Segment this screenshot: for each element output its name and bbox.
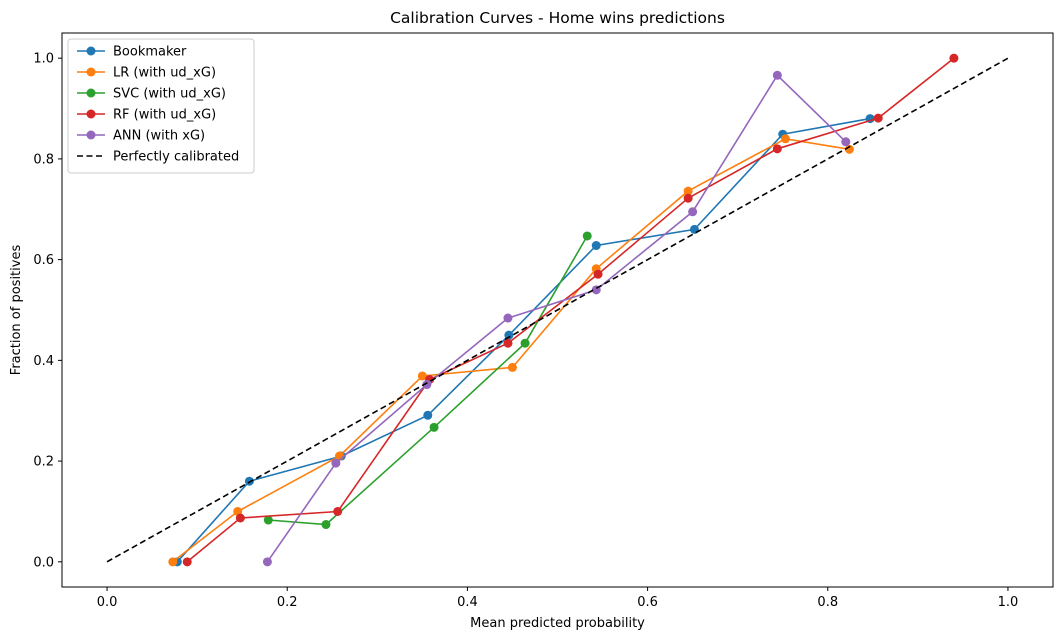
- data-point: [683, 186, 693, 196]
- y-tick-label: 0.6: [33, 253, 54, 268]
- legend-marker: [86, 46, 96, 56]
- series-ann-with-xg: [262, 70, 851, 567]
- data-point: [321, 520, 331, 530]
- legend-item-bookmaker: Bookmaker: [77, 45, 187, 60]
- plot-layer: [106, 53, 1009, 567]
- x-tick-label: 0.8: [817, 595, 838, 610]
- chart-title: Calibration Curves - Home wins predictio…: [390, 9, 725, 27]
- legend-marker: [86, 130, 96, 140]
- data-point: [780, 134, 790, 144]
- data-point: [520, 338, 530, 348]
- series-perfectly-calibrated: [106, 57, 1009, 563]
- data-point: [772, 144, 782, 154]
- series-line: [266, 74, 847, 563]
- y-tick-label: 0.0: [33, 555, 54, 570]
- data-point: [949, 53, 959, 63]
- data-point: [168, 557, 178, 567]
- data-point: [844, 144, 854, 154]
- data-point: [582, 231, 592, 241]
- data-point: [422, 380, 432, 390]
- series-line: [186, 57, 955, 563]
- data-point: [504, 330, 514, 340]
- data-point: [772, 70, 782, 80]
- legend-label: Bookmaker: [113, 45, 187, 60]
- data-point: [688, 207, 698, 217]
- legend-item-rf-with-ud-xg: RF (with ud_xG): [77, 108, 216, 123]
- legend-marker: [86, 109, 96, 119]
- data-point: [423, 410, 433, 420]
- legend-item-ann-with-xg: ANN (with xG): [77, 129, 205, 144]
- ticks-layer: 0.0 0.2 0.4 0.6 0.8 1.0 0.0 0.2 0.4 0.6 0.8 1.0: [33, 52, 1018, 610]
- series-line: [106, 57, 1009, 563]
- data-point: [429, 422, 439, 432]
- x-tick-label: 0.4: [457, 595, 478, 610]
- legend-marker: [86, 67, 96, 77]
- legend-box: [67, 38, 255, 174]
- data-point: [503, 338, 513, 348]
- plot-frame: [61, 32, 1054, 588]
- legend-label: ANN (with xG): [113, 129, 205, 144]
- data-point: [507, 362, 517, 372]
- x-tick-label: 0.2: [277, 595, 298, 610]
- legend-item-svc-with-ud-xg: SVC (with ud_xG): [77, 87, 226, 102]
- y-tick-label: 1.0: [33, 52, 54, 67]
- x-tick-label: 0.0: [97, 595, 118, 610]
- data-point: [591, 241, 601, 251]
- data-point: [333, 506, 343, 516]
- legend-item-perfectly-calibrated: Perfectly calibrated: [77, 150, 239, 165]
- data-point: [417, 371, 427, 381]
- legend-label: SVC (with ud_xG): [113, 87, 226, 102]
- series-svc-with-ud-xg: [263, 231, 592, 530]
- legend-label: RF (with ud_xG): [113, 108, 216, 123]
- data-point: [244, 476, 254, 486]
- x-tick-label: 0.6: [637, 595, 658, 610]
- y-tick-label: 0.2: [33, 455, 54, 470]
- data-point: [503, 313, 513, 323]
- x-tick-label: 1.0: [998, 595, 1019, 610]
- data-point: [262, 557, 272, 567]
- data-point: [593, 269, 603, 279]
- series-lr-with-ud-xg: [168, 134, 854, 567]
- series-rf-with-ud-xg: [182, 53, 959, 567]
- data-point: [683, 193, 693, 203]
- data-point: [263, 515, 273, 525]
- y-tick-label: 0.4: [33, 354, 54, 369]
- data-point: [873, 113, 883, 123]
- data-point: [841, 137, 851, 147]
- x-axis-label: Mean predicted probability: [470, 616, 645, 631]
- data-point: [331, 458, 341, 468]
- series-line: [172, 137, 850, 563]
- y-axis-label: Fraction of positives: [9, 245, 24, 376]
- legend-marker: [86, 88, 96, 98]
- data-point: [182, 557, 192, 567]
- legend-label: LR (with ud_xG): [113, 66, 216, 81]
- legend: Bookmaker LR (with ud_xG) SVC (with ud_xG)…: [67, 38, 255, 174]
- legend-label: Perfectly calibrated: [113, 150, 239, 165]
- y-tick-label: 0.8: [33, 152, 54, 167]
- data-point: [235, 513, 245, 523]
- legend-item-lr-with-ud-xg: LR (with ud_xG): [77, 66, 216, 81]
